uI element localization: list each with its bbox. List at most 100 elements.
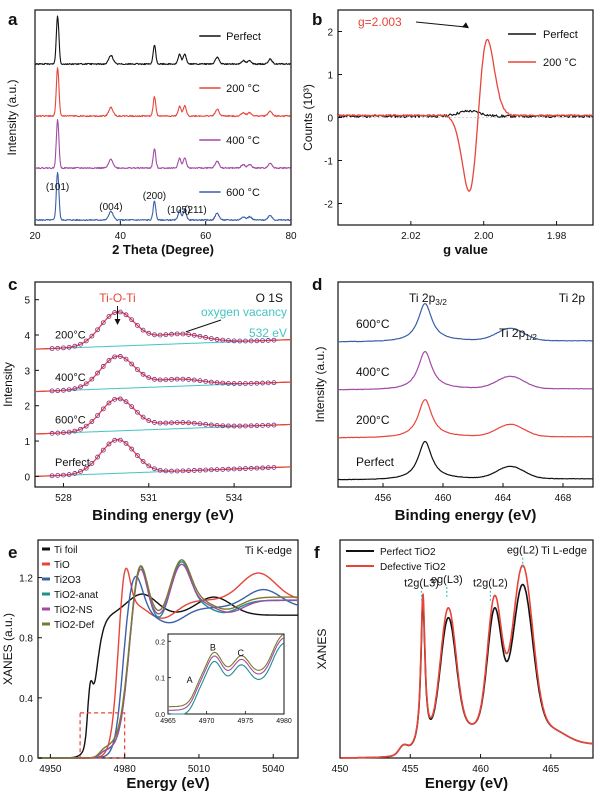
- x-tick-label: 1.98: [547, 231, 567, 242]
- data-point: [197, 467, 203, 473]
- fit-line: [34, 439, 291, 478]
- y-tick-label: 2: [24, 402, 30, 413]
- data-point: [203, 467, 209, 473]
- peak-label: t2g(L3): [404, 578, 439, 590]
- x-tick-label: 60: [200, 231, 212, 242]
- fit-line: [34, 311, 292, 350]
- data-point: [163, 420, 169, 426]
- data-point: [231, 423, 237, 429]
- data-point: [265, 338, 271, 343]
- data-point: [208, 422, 214, 428]
- x-tick-label: 534: [226, 493, 243, 504]
- data-point: [248, 381, 254, 386]
- data-point: [254, 338, 260, 344]
- data-point: [237, 466, 243, 472]
- data-point: [140, 371, 146, 377]
- data-point: [271, 337, 277, 343]
- data-point: [237, 381, 243, 386]
- data-point: [83, 338, 89, 344]
- data-point: [146, 375, 152, 380]
- core-level-label: Ti 2p: [559, 291, 586, 305]
- data-point: [61, 430, 66, 436]
- inset-line-1: [168, 633, 284, 708]
- data-point: [49, 430, 55, 436]
- y-tick-label: 3: [24, 366, 30, 377]
- data-point: [106, 358, 112, 363]
- data-point: [231, 338, 237, 344]
- data-point: [174, 376, 180, 382]
- y-tick-label: -2: [324, 200, 333, 211]
- data-point: [265, 465, 271, 471]
- legend-label: TiO2-NS: [54, 605, 93, 616]
- data-point: [180, 331, 186, 337]
- series-line-0: [37, 593, 299, 759]
- data-point: [78, 426, 83, 432]
- data-point: [95, 370, 100, 376]
- panel-label-d: d: [312, 275, 322, 294]
- series-line-0: [34, 171, 291, 222]
- data-point: [254, 380, 260, 386]
- peak-label: (105): [167, 205, 190, 216]
- vacancy-arrow: [185, 319, 222, 333]
- data-point: [117, 396, 123, 402]
- data-point: [203, 335, 209, 340]
- data-point: [208, 336, 214, 341]
- x-tick-label: 20: [29, 231, 41, 242]
- data-point: [169, 468, 174, 474]
- inset-line-0: [168, 637, 284, 711]
- y-axis-label: Intensity (a.u.): [313, 346, 327, 422]
- label-part: 1/2: [525, 332, 537, 342]
- data-point: [197, 378, 203, 384]
- data-point: [226, 423, 231, 429]
- y-tick-label: 0: [24, 472, 30, 483]
- data-point: [49, 346, 55, 351]
- legend-label: 200 °C: [226, 83, 260, 95]
- data-point: [174, 468, 180, 474]
- peak-label: t2g(L2): [473, 578, 508, 590]
- zoom-box: [79, 712, 126, 759]
- data-point: [72, 428, 78, 434]
- y-tick-label: 2: [327, 28, 333, 39]
- data-point: [265, 380, 271, 386]
- data-point: [157, 377, 163, 383]
- data-point: [214, 380, 220, 386]
- y-tick-label: 0.8: [19, 634, 33, 645]
- y-axis-label: Intensity (a.u.): [5, 79, 19, 155]
- peak-label: (004): [99, 202, 122, 213]
- data-point: [72, 471, 78, 476]
- plot-frame: [34, 281, 292, 488]
- label-part: Ti 2p: [499, 326, 526, 340]
- label-part: Ti 2p: [409, 291, 436, 305]
- data-point: [169, 331, 174, 337]
- x-tick-label: 40: [115, 231, 127, 242]
- x-tick-label: 464: [495, 493, 512, 504]
- panel-label-b: b: [312, 10, 322, 29]
- x-tick-label: 460: [435, 493, 452, 504]
- data-point: [260, 465, 265, 471]
- data-point: [49, 388, 55, 394]
- series-line-2: [34, 67, 291, 118]
- data-point: [66, 429, 72, 435]
- data-point: [89, 419, 95, 424]
- y-tick-label: 0.4: [19, 694, 33, 705]
- x-tick-label: 450: [332, 764, 349, 775]
- data-point: [243, 423, 248, 429]
- data-point: [180, 376, 186, 382]
- y-tick-label: 0.0: [19, 754, 33, 765]
- data-point: [271, 465, 277, 470]
- x-tick-label: 4950: [39, 764, 62, 775]
- data-point: [61, 387, 66, 393]
- data-point: [180, 420, 186, 425]
- data-point: [197, 421, 203, 427]
- data-point: [49, 473, 55, 479]
- data-point: [61, 345, 66, 351]
- data-point: [186, 420, 192, 426]
- inset-peak-label: C: [237, 648, 244, 658]
- panel-f: Perfect TiO2 Defective TiO2 Ti L-edge t2g(L…: [332, 539, 594, 775]
- ti-o-ti-label: Ti-O-Ti: [99, 291, 135, 305]
- data-point: [191, 377, 197, 383]
- g-value-annotation: g=2.003: [358, 15, 402, 29]
- inset-peak-label: A: [187, 675, 193, 685]
- data-point: [55, 473, 61, 478]
- data-point: [89, 460, 95, 466]
